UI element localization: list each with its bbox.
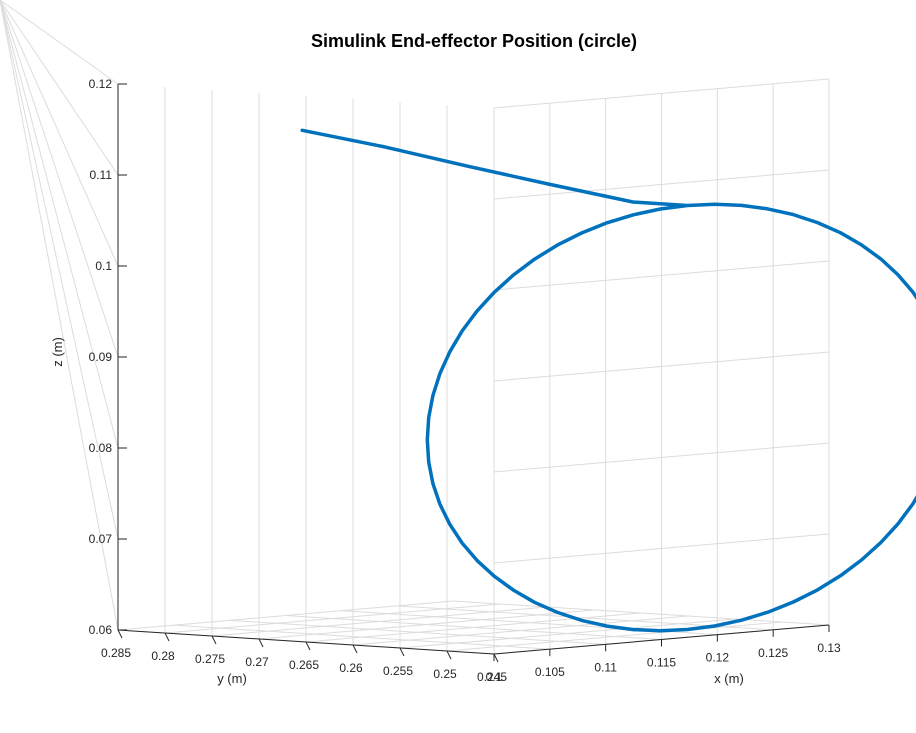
grid-line — [399, 618, 736, 649]
grid-line — [493, 78, 830, 109]
z-tick-label: 0.1 — [95, 259, 112, 273]
x-tick-label: 0.12 — [706, 651, 730, 665]
grid-line — [211, 606, 548, 637]
y-tick-mark — [164, 632, 170, 642]
x-tick-label: 0.11 — [594, 660, 617, 674]
grid-line — [493, 260, 830, 291]
y-tick-label: 0.285 — [101, 646, 131, 660]
grid-line — [0, 0, 119, 540]
z-tick-label: 0.09 — [89, 350, 113, 364]
y-tick-mark — [305, 641, 311, 651]
y-tick-label: 0.26 — [339, 661, 363, 675]
y-tick-mark — [399, 647, 405, 657]
x-tick-label: 0.125 — [758, 646, 788, 660]
y-tick-label: 0.275 — [195, 652, 225, 666]
grid-line — [0, 0, 119, 631]
grid-line — [493, 442, 830, 473]
grid-line — [446, 621, 783, 652]
y-tick-label: 0.255 — [383, 664, 413, 678]
x-tick-label: 0.115 — [647, 656, 676, 670]
grid-line — [493, 351, 830, 382]
y-tick-mark — [211, 635, 217, 645]
y-tick-label: 0.25 — [433, 667, 457, 681]
grid-line — [305, 612, 642, 643]
z-tick-labels: 0.06 0.07 0.08 0.09 0.1 0.11 0.12 — [89, 77, 113, 637]
grid-line — [0, 0, 119, 449]
y-tick-label: 0.28 — [151, 649, 175, 663]
z-tick-label: 0.12 — [89, 77, 113, 91]
x-tick-labels: 0.1 0.105 0.11 0.115 0.12 0.125 0.13 — [486, 641, 841, 684]
y-tick-label: 0.265 — [289, 658, 319, 672]
z-tick-label: 0.07 — [89, 532, 113, 546]
grid-line — [0, 0, 119, 85]
grid-line — [0, 0, 119, 358]
x-tick-label: 0.1 — [486, 670, 503, 684]
trajectory-line — [300, 128, 916, 633]
z-tick-label: 0.06 — [89, 623, 113, 637]
y-tick-mark — [352, 644, 358, 654]
x-tick-label: 0.13 — [817, 641, 841, 655]
grid-line — [352, 615, 689, 646]
y-tick-mark — [258, 638, 264, 648]
grid-line — [164, 603, 501, 634]
grid-line — [0, 0, 119, 267]
grid-line — [117, 600, 454, 631]
grid-line — [493, 533, 830, 564]
y-tick-labels: 0.285 0.28 0.275 0.27 0.265 0.26 0.255 0.25 0.24… — [101, 646, 507, 684]
series — [300, 128, 916, 633]
grid — [0, 0, 830, 655]
z-tick-label: 0.11 — [90, 168, 113, 182]
x-tick-label: 0.105 — [535, 665, 565, 679]
grid-line — [493, 169, 830, 200]
z-tick-label: 0.08 — [89, 441, 113, 455]
y-tick-mark — [446, 650, 452, 660]
grid-line — [258, 609, 595, 640]
y-tick-label: 0.245 — [477, 670, 507, 684]
chart-title: Simulink End-effector Position (circle) — [311, 31, 637, 51]
axes — [117, 83, 830, 663]
z-axis-label: z (m) — [50, 337, 65, 367]
y-tick-label: 0.27 — [245, 655, 269, 669]
y-axis-label: y (m) — [217, 671, 247, 686]
grid-line — [0, 0, 119, 176]
y-tick-mark — [493, 653, 499, 663]
y-tick-mark — [117, 629, 123, 639]
x-axis-label: x (m) — [714, 671, 744, 686]
